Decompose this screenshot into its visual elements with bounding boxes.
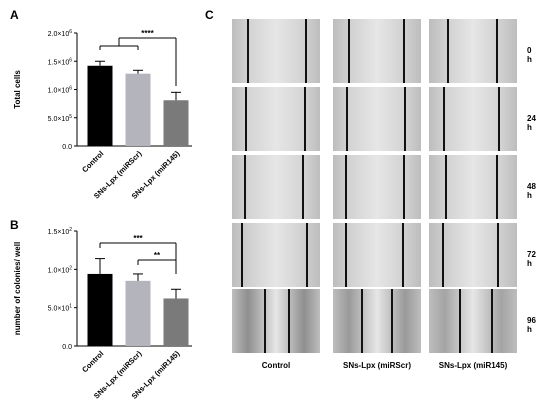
micrograph-tile	[333, 289, 421, 353]
micrograph-tile	[232, 155, 320, 219]
micrograph-tile	[333, 223, 421, 287]
significance-label: **	[154, 251, 161, 260]
bar	[163, 298, 189, 346]
wound-edge-line	[403, 155, 405, 219]
bar	[163, 100, 189, 146]
condition-label: Control	[261, 361, 291, 370]
y-tick-label: 2.0×106	[48, 29, 73, 38]
micrograph-tile	[333, 19, 421, 83]
wound-edge-line	[345, 223, 347, 287]
time-point-label: 48 h	[527, 182, 536, 200]
panel-label-a: A	[10, 8, 19, 22]
wound-edge-line	[403, 19, 405, 83]
wound-edge-line	[442, 223, 444, 287]
y-tick-label: 1.5×106	[48, 57, 73, 66]
micrograph-tile	[232, 289, 320, 353]
wound-edge-line	[306, 223, 308, 287]
y-axis-label: Total cells	[13, 70, 22, 109]
wound-edge-line	[497, 223, 499, 287]
wound-edge-line	[346, 87, 348, 151]
condition-label: SNs-Lpx (miR145)	[438, 361, 508, 370]
wound-edge-line	[241, 223, 243, 287]
significance-label: ****	[141, 29, 154, 38]
wound-edge-line	[404, 87, 406, 151]
time-point-label: 0 h	[527, 46, 532, 64]
significance-label: ***	[133, 234, 143, 243]
micrograph-tile	[333, 87, 421, 151]
bar	[87, 273, 113, 346]
y-axis-label: number of colonies/ well	[13, 242, 22, 335]
time-point-label: 24 h	[527, 114, 536, 132]
wound-edge-line	[445, 155, 447, 219]
micrograph-tile	[232, 223, 320, 287]
chart-total-cells: 0.0 5.0×105 1.0×106 1.5×106 2.0×106 Total cel…	[13, 29, 192, 201]
chart-colonies: 0.0 5.0×101 1.0×102 1.5×102 number of coloni…	[13, 227, 192, 401]
panel-label-b: B	[10, 218, 19, 232]
y-tick-label: 0.0	[62, 144, 72, 151]
wound-edge-line	[498, 87, 500, 151]
wound-edge-line	[244, 155, 246, 219]
wound-edge-line	[496, 19, 498, 83]
x-tick-label: Control	[80, 149, 105, 174]
micrograph-tile	[232, 87, 320, 151]
time-point-label: 96 h	[527, 316, 536, 334]
wound-edge-line	[491, 289, 493, 353]
bar	[125, 280, 151, 346]
wound-edge-line	[288, 289, 290, 353]
wound-edge-line	[459, 289, 461, 353]
y-tick-label: 5.0×101	[48, 304, 73, 313]
wound-edge-line	[443, 87, 445, 151]
wound-healing-image-grid: 0 h 24 h 48 h 72 h 96 h Control SNs-Lpx (miRSc…	[232, 19, 536, 370]
wound-edge-line	[247, 19, 249, 83]
bar	[125, 73, 151, 146]
wound-edge-line	[348, 19, 350, 83]
y-tick-label: 1.5×102	[48, 227, 73, 236]
y-tick-label: 1.0×106	[48, 86, 73, 95]
wound-edge-line	[361, 289, 363, 353]
micrograph-tile	[429, 289, 517, 353]
micrograph-tile	[232, 19, 320, 83]
micrograph-tile	[429, 19, 517, 83]
y-tick-label: 0.0	[62, 344, 72, 351]
wound-edge-line	[402, 223, 404, 287]
wound-edge-line	[305, 19, 307, 83]
wound-edge-line	[302, 155, 304, 219]
y-tick-label: 5.0×105	[48, 114, 73, 123]
wound-edge-line	[245, 87, 247, 151]
micrograph-tile	[333, 155, 421, 219]
panel-label-c: C	[205, 8, 214, 22]
time-point-label: 72 h	[527, 250, 536, 268]
wound-edge-line	[447, 19, 449, 83]
wound-edge-line	[496, 155, 498, 219]
micrograph-tile	[429, 223, 517, 287]
wound-edge-line	[345, 155, 347, 219]
x-tick-label: Control	[80, 349, 105, 374]
micrograph-tile	[429, 155, 517, 219]
micrograph-tile	[429, 87, 517, 151]
y-tick-label: 1.0×102	[48, 265, 73, 274]
wound-edge-line	[304, 87, 306, 151]
wound-edge-line	[264, 289, 266, 353]
bar	[87, 65, 113, 146]
condition-label: SNs-Lpx (miRScr)	[342, 361, 411, 370]
wound-edge-line	[391, 289, 393, 353]
